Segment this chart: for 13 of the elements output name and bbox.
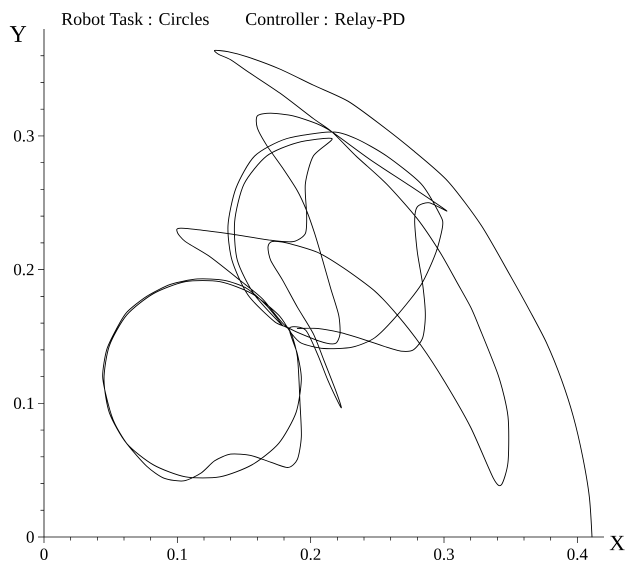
- chart-subtitle: Controller : Relay-PD: [246, 12, 404, 29]
- y-tick-label: 0.1: [14, 398, 34, 410]
- y-tick-label: 0.3: [14, 130, 34, 142]
- chart-title: Robot Task : Circles: [62, 12, 209, 26]
- x-tick-label: 0.4: [567, 548, 588, 560]
- y-tick-label: 0.2: [14, 264, 34, 276]
- x-axis-title: X: [610, 536, 625, 550]
- x-tick-label: 0.1: [167, 548, 187, 560]
- y-axis-title: Y: [10, 26, 26, 42]
- x-tick-label: 0: [40, 548, 48, 560]
- x-tick-label: 0.3: [434, 548, 454, 560]
- y-tick-label: 0: [26, 531, 34, 543]
- x-tick-label: 0.2: [300, 548, 320, 560]
